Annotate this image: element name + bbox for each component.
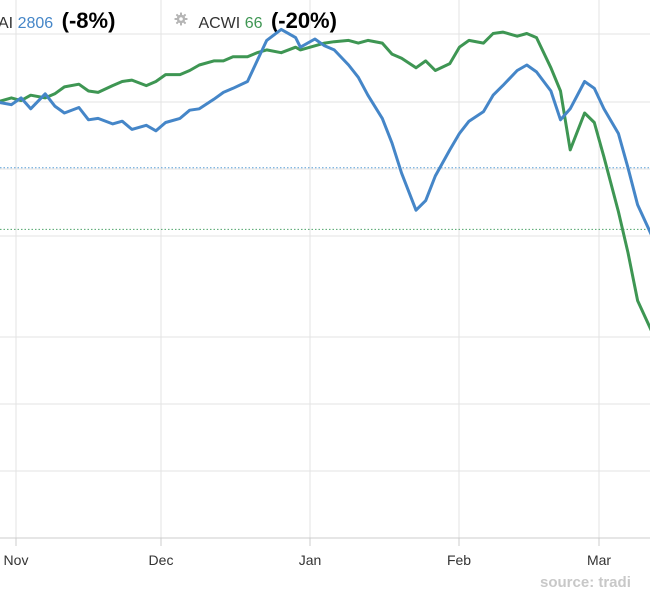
x-tick-label: Nov bbox=[4, 552, 29, 568]
legend-acwi-label: ACWI bbox=[198, 15, 241, 32]
x-tick-label: Mar bbox=[587, 552, 611, 568]
legend-sci-change: (-8%) bbox=[61, 8, 116, 33]
x-tick-label: Jan bbox=[299, 552, 322, 568]
series-line-acwi bbox=[0, 30, 650, 332]
source-attribution: source: tradi bbox=[540, 574, 631, 591]
legend-sci-value: 2806 bbox=[17, 15, 54, 32]
series-line-ai bbox=[0, 27, 650, 236]
x-tick-label: Feb bbox=[447, 552, 471, 568]
reference-lines bbox=[0, 167, 650, 230]
x-axis: Nov Dec Jan Feb Mar bbox=[0, 537, 650, 568]
legend-item-sci[interactable]: AI 2806 (-8%) bbox=[0, 8, 115, 34]
x-tick-label: Dec bbox=[149, 552, 174, 568]
series bbox=[0, 27, 650, 332]
legend-acwi-value: 66 bbox=[244, 15, 263, 32]
legend-sci-label: AI bbox=[0, 15, 14, 32]
grid bbox=[0, 0, 650, 539]
gear-icon[interactable] bbox=[174, 12, 188, 31]
